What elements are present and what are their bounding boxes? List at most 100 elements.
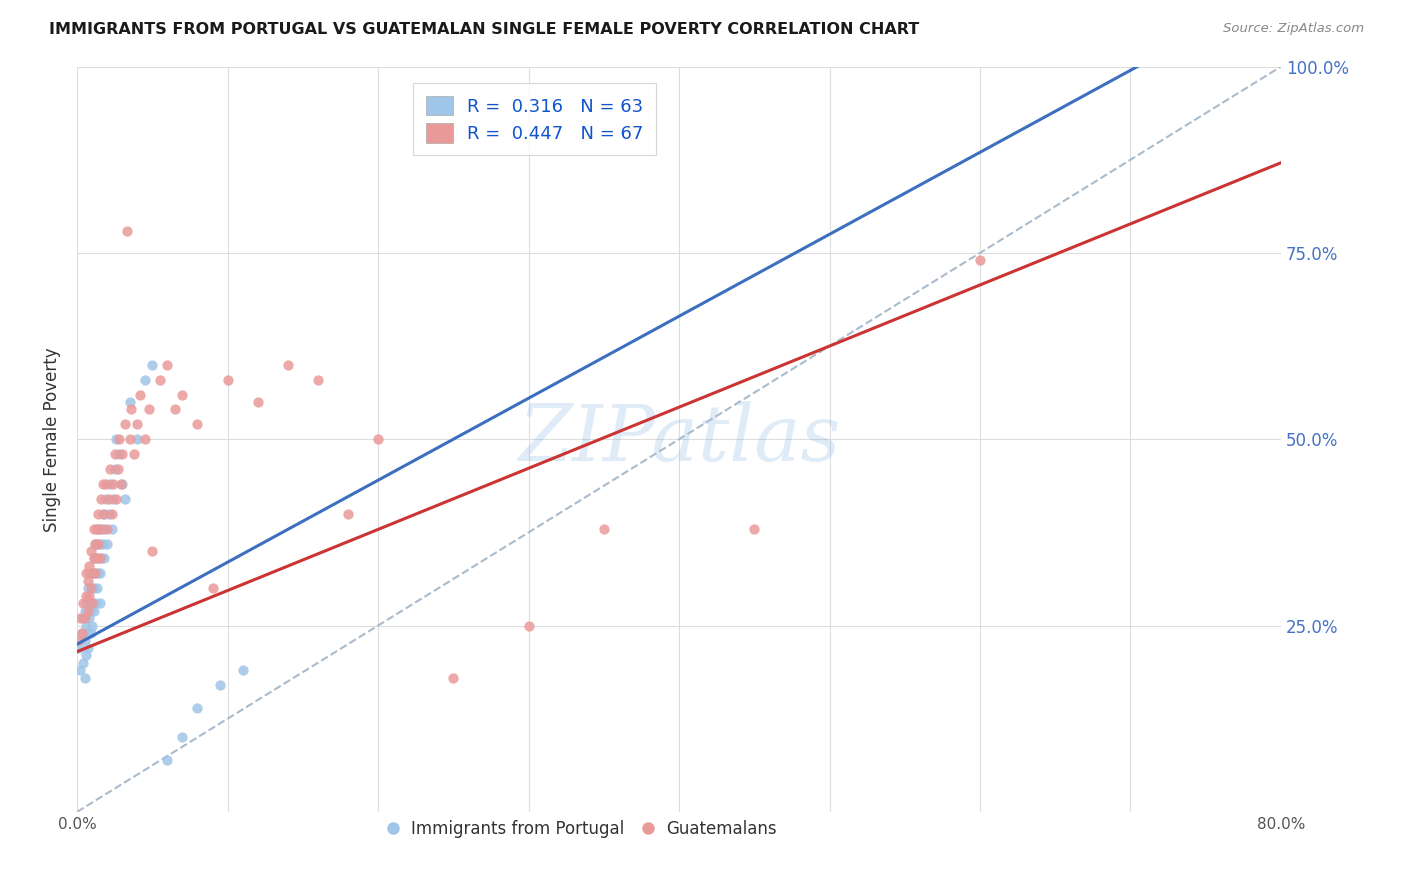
Point (108, 432, 131, 446)
Point (89, 566, 111, 581)
Point (105, 432, 128, 446)
Point (87, 507, 110, 521)
Point (103, 491, 125, 506)
Point (75, 596, 97, 610)
Point (84, 536, 107, 550)
Point (83, 522, 105, 536)
Point (94, 477, 117, 491)
Point (67, 633, 90, 648)
Point (172, 387, 194, 401)
Text: ZIPatlas: ZIPatlas (517, 401, 841, 477)
Point (115, 223, 138, 237)
Point (91, 477, 114, 491)
Point (134, 373, 156, 387)
Point (79, 626, 101, 640)
Point (86, 522, 108, 536)
Point (79, 582, 101, 596)
Point (441, 671, 464, 685)
Point (77, 596, 100, 610)
Point (87, 536, 110, 550)
Point (141, 544, 163, 558)
Point (87, 566, 110, 581)
Point (138, 402, 160, 417)
Point (367, 432, 389, 446)
Point (277, 358, 299, 372)
Point (86, 551, 108, 566)
Point (149, 373, 172, 387)
Point (201, 582, 224, 596)
Point (108, 447, 131, 461)
Point (94, 491, 117, 506)
Point (76, 574, 98, 588)
Point (76, 582, 98, 596)
Text: IMMIGRANTS FROM PORTUGAL VS GUATEMALAN SINGLE FEMALE POVERTY CORRELATION CHART: IMMIGRANTS FROM PORTUGAL VS GUATEMALAN S… (49, 22, 920, 37)
Point (100, 522, 122, 536)
Point (82, 596, 104, 610)
Y-axis label: Single Female Poverty: Single Female Poverty (44, 347, 60, 532)
Point (118, 395, 141, 409)
Point (76, 626, 98, 640)
Point (69, 611, 91, 625)
Point (96, 522, 118, 536)
Point (73, 633, 96, 648)
Point (156, 753, 179, 767)
Point (89, 551, 111, 566)
Point (70, 626, 93, 640)
Point (84, 566, 107, 581)
Point (87, 536, 110, 550)
Point (72, 656, 94, 670)
Point (79, 544, 101, 558)
Point (72, 596, 94, 610)
Point (77, 589, 100, 603)
Point (83, 551, 105, 566)
Point (134, 432, 156, 446)
Point (79, 582, 101, 596)
Point (77, 566, 100, 581)
Point (105, 491, 128, 506)
Point (96, 536, 118, 550)
Point (91, 536, 114, 550)
Point (111, 477, 134, 491)
Point (172, 731, 194, 745)
Point (186, 417, 208, 432)
Point (93, 507, 115, 521)
Point (118, 432, 141, 446)
Text: Source: ZipAtlas.com: Source: ZipAtlas.com (1223, 22, 1364, 36)
Point (90, 551, 112, 566)
Point (83, 551, 105, 566)
Point (104, 462, 127, 476)
Point (114, 491, 136, 506)
Point (89, 596, 111, 610)
Point (110, 477, 132, 491)
Point (141, 358, 163, 372)
Point (82, 618, 104, 632)
Point (77, 558, 100, 573)
Point (127, 432, 149, 446)
Point (93, 551, 115, 566)
Point (111, 447, 134, 461)
Point (75, 648, 97, 663)
Point (73, 604, 96, 618)
Point (232, 663, 254, 677)
Point (90, 491, 112, 506)
Point (97, 507, 120, 521)
Point (70, 626, 93, 640)
Point (103, 477, 125, 491)
Point (75, 566, 97, 581)
Point (84, 536, 107, 550)
Point (100, 507, 122, 521)
Point (89, 536, 111, 550)
Point (217, 373, 239, 387)
Point (592, 522, 614, 536)
Point (89, 522, 111, 536)
Point (86, 551, 108, 566)
Point (73, 671, 96, 685)
Point (79, 604, 101, 618)
Point (246, 395, 269, 409)
Legend: Immigrants from Portugal, Guatemalans: Immigrants from Portugal, Guatemalans (382, 814, 783, 845)
Point (114, 417, 136, 432)
Point (82, 566, 104, 581)
Point (107, 462, 129, 476)
Point (67, 640, 90, 655)
Point (517, 618, 540, 632)
